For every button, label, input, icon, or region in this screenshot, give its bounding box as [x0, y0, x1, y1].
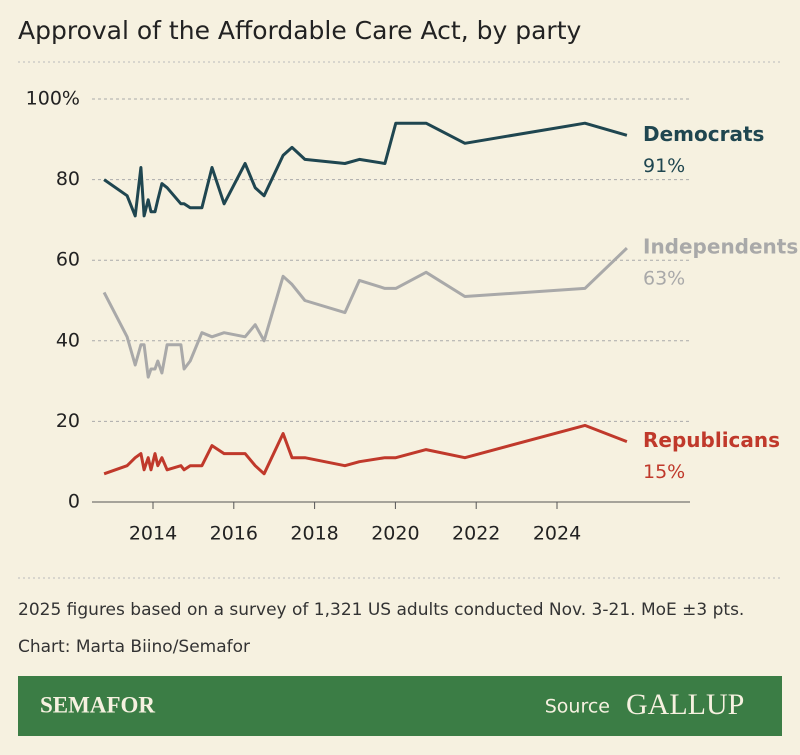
source: GALLUP [626, 688, 744, 721]
series-line [102, 247, 628, 379]
x-tick-label: 2024 [533, 523, 581, 545]
source-label: Source [545, 696, 610, 718]
legend-label: Independents [643, 235, 798, 259]
x-tick-label: 2020 [371, 523, 419, 545]
y-tick-label: 0 [68, 491, 80, 513]
footnote: 2025 figures based on a survey of 1,321 … [18, 600, 744, 620]
y-tick-label: 20 [56, 410, 80, 432]
credit: Chart: Marta Biino/Semafor [18, 637, 250, 657]
y-tick-label: 80 [56, 168, 80, 190]
y-tick-label: 60 [56, 249, 80, 271]
legend-label: Democrats [643, 122, 764, 146]
chart-title: Approval of the Affordable Care Act, by … [18, 16, 581, 45]
x-tick-label: 2022 [452, 523, 500, 545]
value-label: 63% [643, 268, 685, 290]
y-tick-label: 100% [26, 88, 80, 110]
x-tick-label: 2016 [210, 523, 258, 545]
legend-label: Republicans [643, 428, 780, 452]
series-line [103, 121, 628, 218]
brand: SEMAFOR [40, 692, 155, 717]
x-tick-label: 2018 [290, 523, 338, 545]
value-label: 91% [643, 155, 685, 177]
value-label: 15% [643, 461, 685, 483]
footer-band [18, 676, 782, 736]
y-tick-label: 40 [56, 329, 80, 351]
x-tick-label: 2014 [129, 523, 177, 545]
series-line [103, 423, 628, 476]
